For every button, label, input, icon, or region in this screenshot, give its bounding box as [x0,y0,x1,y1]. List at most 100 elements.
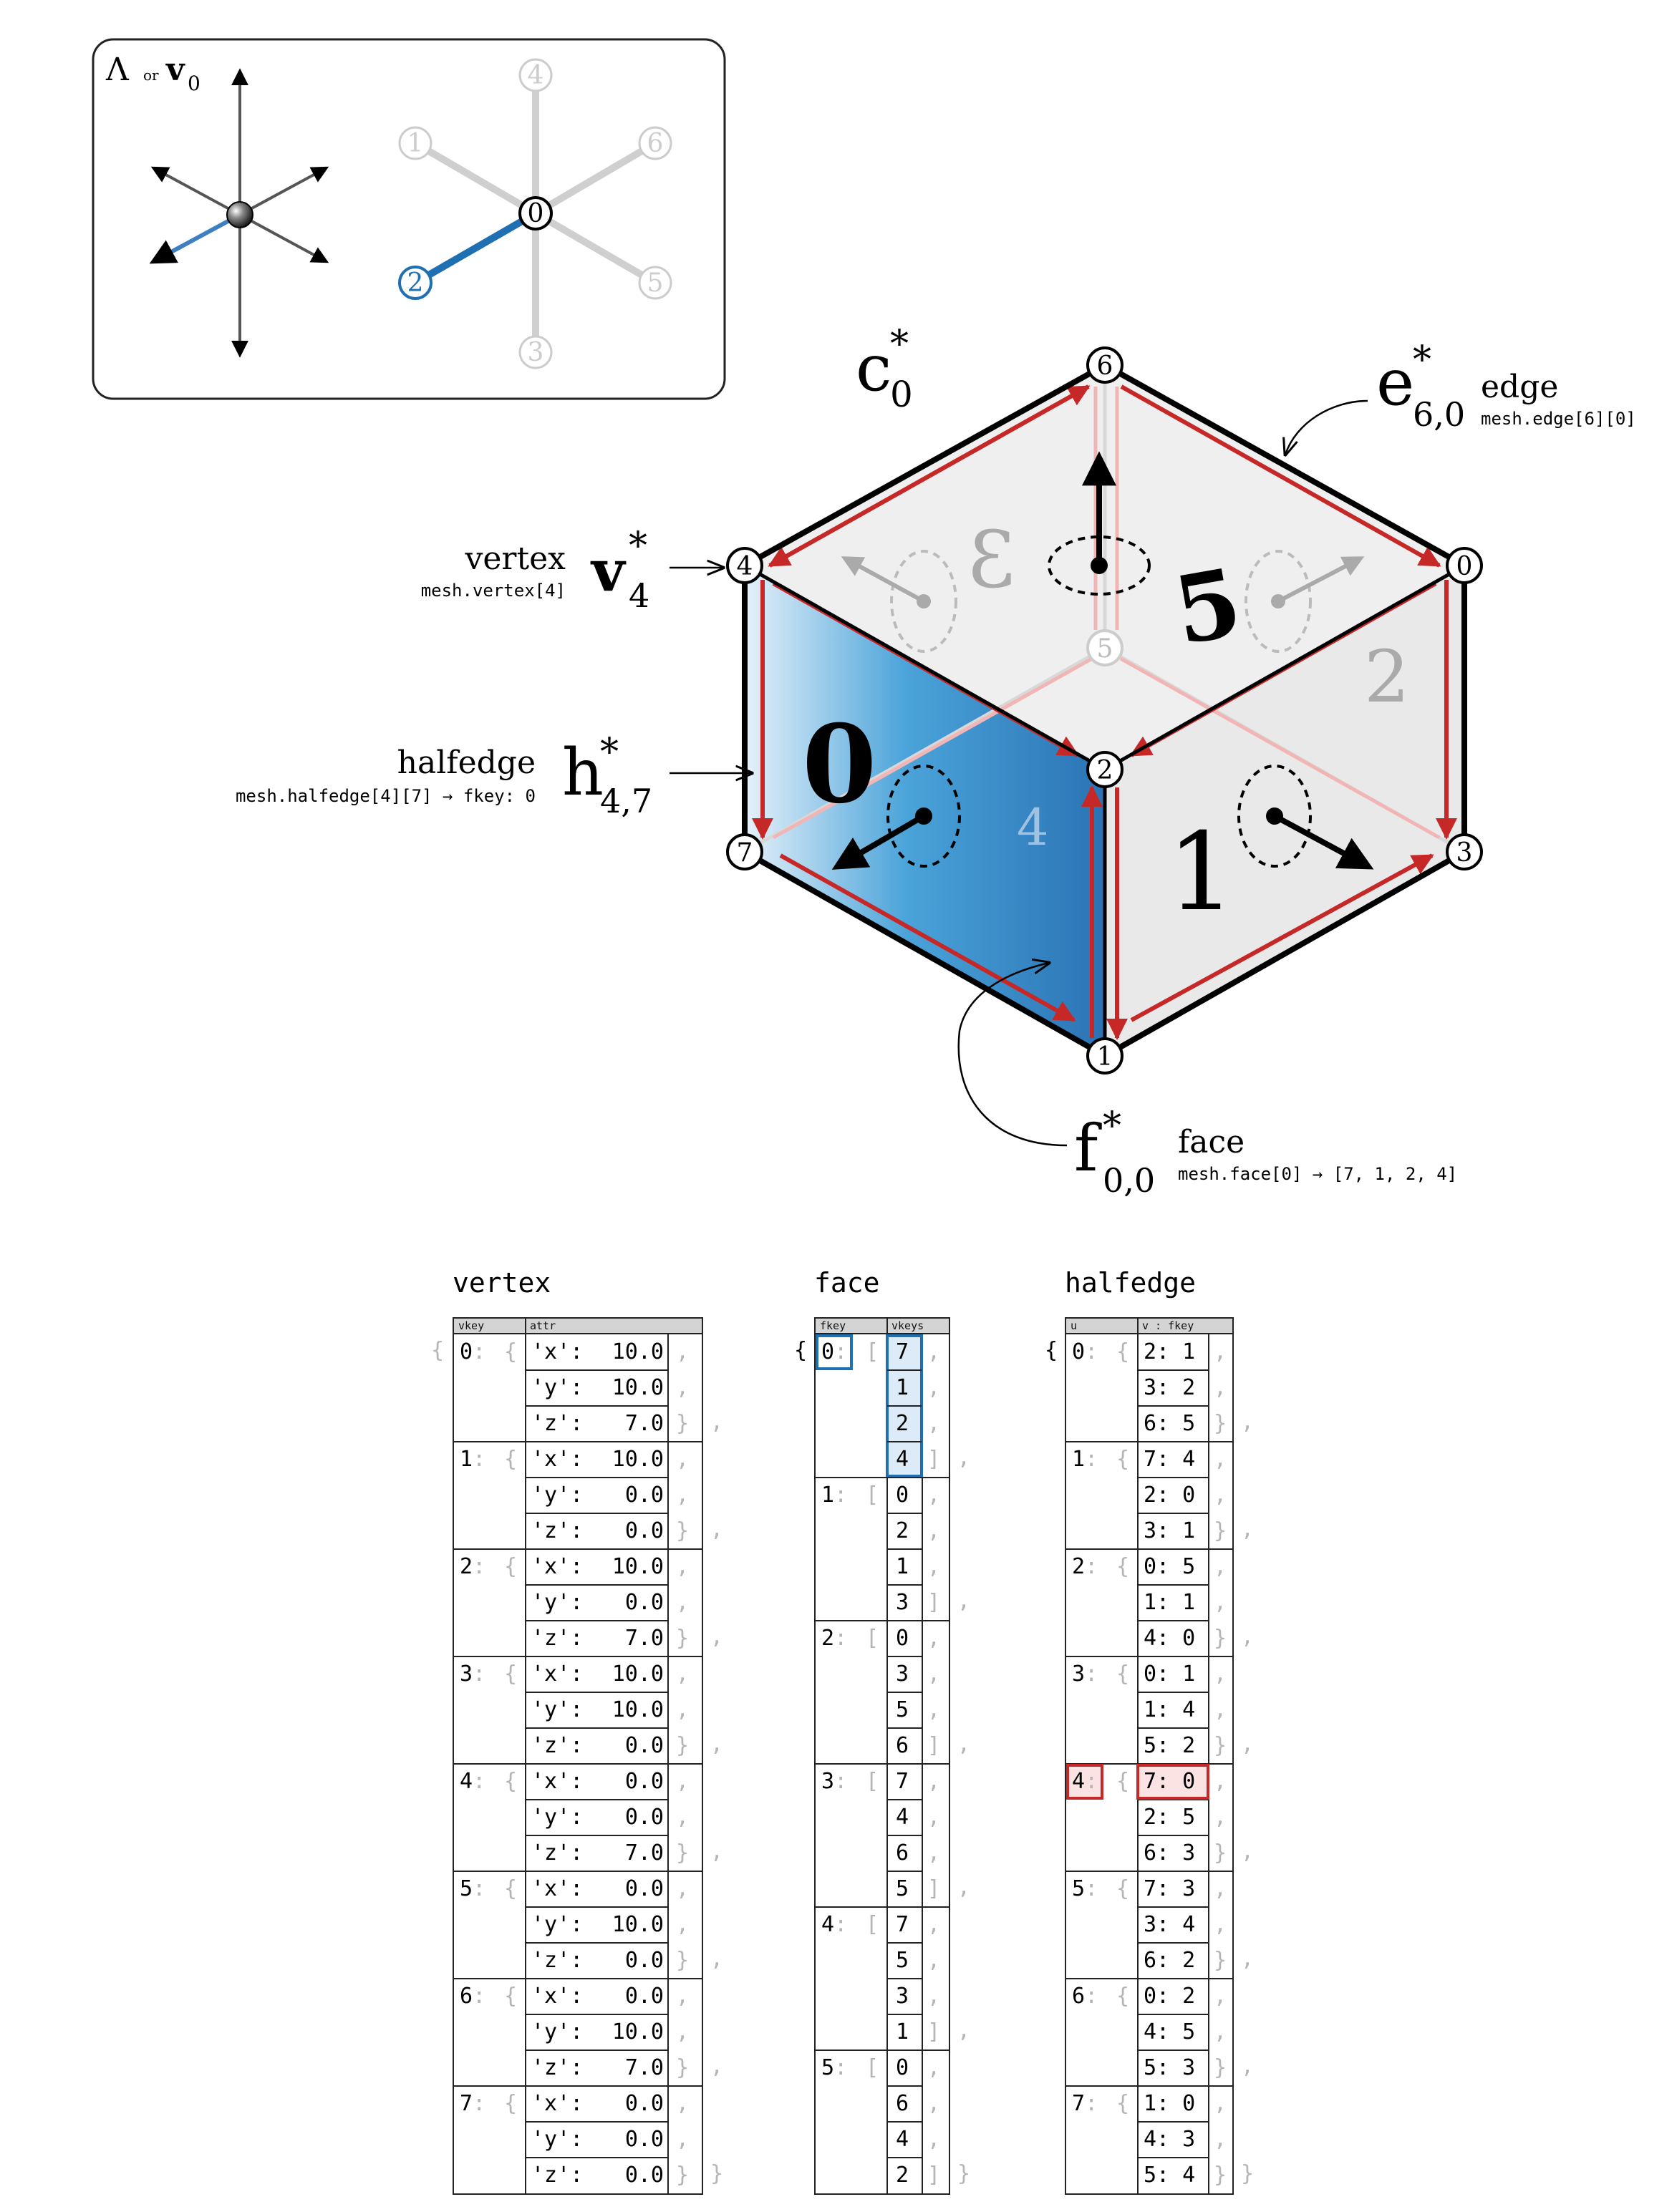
punct-inner: } [1214,1518,1227,1543]
brace-open: { [504,1554,518,1579]
attr-separator [526,1477,667,1478]
punct: : [834,2055,848,2080]
halfedge-key: 0: [1072,1339,1098,1364]
attr-key: 'y': [531,2127,584,2152]
svg-text:*: * [1413,339,1431,382]
pair-separator [1138,2157,1208,2158]
gnode-2: 2 [407,268,424,298]
punct-inner: , [927,2055,941,2080]
punct-outer: , [710,1517,724,1542]
svg-text:*: * [890,323,909,366]
punct-outer: , [957,1732,971,1757]
svg-text:4: 4 [629,576,649,615]
svg-text:mesh.edge[6][0]: mesh.edge[6][0] [1481,409,1636,429]
attr-value: 10.0 [612,1912,664,1937]
punct-outer: , [1241,1946,1255,1971]
pair: 4: 0 [1144,1626,1196,1651]
punct-inner: } [676,1626,690,1651]
cube: 5 3 0 1 4 2 6 4 [726,346,1483,1075]
right-face [1105,566,1464,1056]
bracket-open: [ [866,1769,879,1794]
group-separator [454,1871,702,1872]
group-separator [816,1477,949,1478]
group-separator [1066,1441,1232,1442]
punct-inner: } [676,1411,690,1436]
vkey: 7 [896,1912,909,1937]
header-halfedge-0: u [1071,1319,1078,1332]
punct-inner: , [1214,1912,1227,1937]
attr-value: 10.0 [612,2019,664,2044]
attr-key: 'x': [531,1554,584,1579]
svg-text:mesh.face[0] → [7, 1, 2, 4]: mesh.face[0] → [7, 1, 2, 4] [1178,1164,1457,1184]
attr-value: 0.0 [624,1483,664,1508]
punct-outer: , [1241,1839,1255,1864]
punct-outer: } [1241,2161,1255,2186]
vkey: 1 [896,2019,909,2044]
attr-key: 'z': [531,1518,584,1543]
group-separator [454,1656,702,1657]
vnode-1: 1 [1097,1042,1113,1072]
table-header: fkey vkeys [816,1319,949,1334]
pair-separator [1138,1620,1208,1621]
vertex-key: 0: [460,1339,486,1364]
pair: 3: 4 [1144,1912,1196,1937]
brace-open: { [1116,1984,1130,2009]
table-title-face: face [814,1267,880,1299]
vnode-6: 6 [1097,351,1113,381]
vkey-separator [887,1441,922,1442]
face-label-3: 3 [967,514,1017,606]
face-key: 5: [821,2055,848,2080]
punct-outer: , [957,1445,971,1470]
attr-separator [526,2121,667,2123]
punct-inner: , [927,1912,941,1937]
punct-inner: , [1214,1769,1227,1794]
vkey: 7 [896,1339,909,1364]
pair: 2: 1 [1144,1339,1196,1364]
punct-outer: } [710,2161,724,2186]
attr-value: 0.0 [624,2127,664,2152]
punct-inner: ] [927,1733,941,1758]
pair-separator [1138,1906,1208,1908]
punct-outer: , [957,2018,971,2043]
brace-open: { [1116,1447,1130,1472]
punct: : [473,1662,486,1687]
attr-separator [526,1369,667,1371]
table-face: fkey vkeys 0: [7, 1, 2, 4] 1: [0, 2, 1, 3] 2: [0, 3, 5,… [814,1317,950,2195]
vkey: 0 [896,2055,909,2080]
punct-inner: , [676,2019,690,2044]
punct-inner: , [1214,1447,1227,1472]
bracket-open: [ [866,1912,879,1937]
pair: 7: 0 [1144,1769,1196,1794]
pair: 3: 2 [1144,1375,1196,1400]
punct: : [834,1483,848,1508]
bracket-open: [ [866,1339,879,1364]
pair-separator [1138,1727,1208,1729]
group-separator [454,1441,702,1442]
group-separator [1066,1978,1232,1979]
annotation-vertex: vertex mesh.vertex[4] v * 4 [421,525,723,615]
pair: 6: 5 [1144,1411,1196,1436]
vertex-nodes: 6 4 0 5 2 7 3 1 [726,346,1483,1075]
bracket-open: [ [866,1483,879,1508]
legend-box: Λ or v 0 4 1 6 0 2 [92,38,726,400]
attr-value: 0.0 [624,1948,664,1973]
attr-separator [526,2050,667,2051]
punct: : [834,1339,848,1364]
punct-outer: , [957,1875,971,1900]
punct-inner: , [927,1805,941,1830]
punct-inner: , [1214,1375,1227,1400]
halfedge-key: 4: [1072,1769,1098,1794]
svg-text:edge: edge [1481,369,1558,405]
punct: : [1085,1769,1098,1794]
group-separator [454,1978,702,1979]
group-separator [816,1763,949,1765]
punct: : [834,1626,848,1651]
attr-value: 0.0 [624,1984,664,2009]
face-key: 4: [821,1912,848,1937]
punct-inner: } [1214,1733,1227,1758]
punct-inner: , [676,1805,690,1830]
pair-separator [1138,2121,1208,2123]
punct-inner: , [1214,1339,1227,1364]
header-face-0: fkey [820,1319,846,1332]
vkey: 3 [896,1662,909,1687]
